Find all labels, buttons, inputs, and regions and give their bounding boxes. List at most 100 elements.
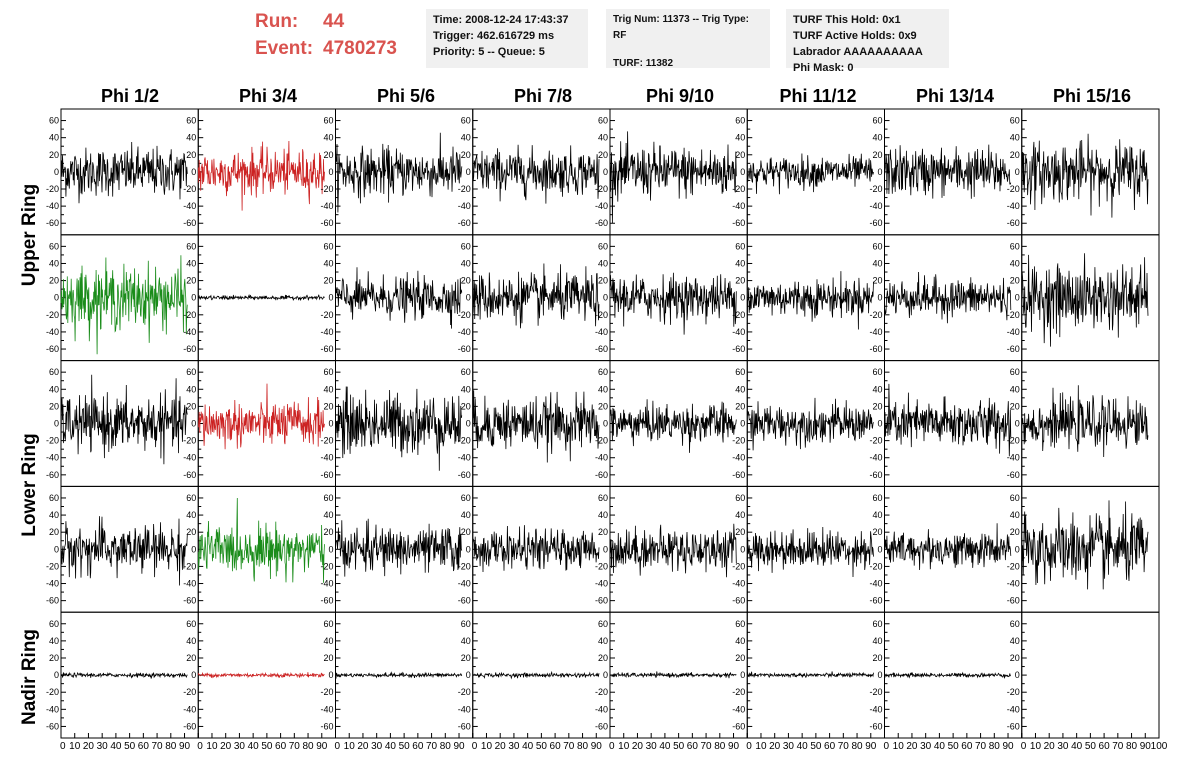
y-tick-label: 0 <box>191 293 196 303</box>
y-tick-label: -20 <box>869 310 882 320</box>
y-tick-label: -40 <box>183 704 196 714</box>
y-tick-label: -40 <box>458 579 471 589</box>
y-tick-label: -20 <box>183 561 196 571</box>
labrador-text: Labrador AAAAAAAAAA <box>793 46 923 58</box>
y-tick-label: -40 <box>869 453 882 463</box>
y-tick-label: 40 <box>323 133 333 143</box>
y-tick-label: 60 <box>872 619 882 629</box>
x-tick-label: 60 <box>138 741 150 752</box>
y-tick-label: -60 <box>46 344 59 354</box>
y-tick-label: -20 <box>458 561 471 571</box>
x-tick-label: 20 <box>220 741 232 752</box>
y-tick-label: -20 <box>320 184 333 194</box>
y-tick-label: 0 <box>54 167 59 177</box>
y-tick-label: -20 <box>1007 687 1020 697</box>
y-tick-label: 0 <box>603 167 608 177</box>
y-tick-label: -40 <box>320 327 333 337</box>
y-tick-label: -40 <box>869 704 882 714</box>
y-tick-label: 20 <box>735 527 745 537</box>
y-tick-label: -20 <box>732 687 745 697</box>
y-tick-label: -60 <box>732 344 745 354</box>
y-tick-label: -40 <box>183 579 196 589</box>
waveform-trace <box>609 399 737 453</box>
y-tick-label: -60 <box>46 218 59 228</box>
x-tick-label: 70 <box>289 741 301 752</box>
waveform-trace <box>197 671 325 679</box>
phi-header: Phi 1/2 <box>100 86 160 106</box>
y-tick-label: 40 <box>461 384 471 394</box>
y-tick-label: -40 <box>869 327 882 337</box>
y-tick-label: -40 <box>183 453 196 463</box>
y-tick-label: 20 <box>598 401 608 411</box>
x-tick-label: 70 <box>975 741 987 752</box>
y-tick-label: -20 <box>458 687 471 697</box>
y-tick-label: 40 <box>872 258 882 268</box>
turf-active-text: TURF Active Holds: 0x9 <box>793 30 917 42</box>
x-tick-label: 50 <box>124 741 136 752</box>
y-tick-label: -60 <box>46 596 59 606</box>
y-tick-label: -60 <box>869 470 882 480</box>
y-tick-label: 20 <box>323 527 333 537</box>
y-tick-label: -20 <box>320 436 333 446</box>
phi-header: Phi 13/14 <box>915 86 995 106</box>
y-tick-label: 40 <box>461 510 471 520</box>
waveform-trace <box>472 525 600 573</box>
x-tick-label: 20 <box>495 741 507 752</box>
trig-num-text: Trig Num: 11373 -- Trig Type: RF <box>613 14 749 41</box>
y-tick-label: -40 <box>1007 704 1020 714</box>
x-tick-label: 0 <box>335 741 341 752</box>
y-tick-label: -60 <box>1007 218 1020 228</box>
y-tick-label: 0 <box>54 670 59 680</box>
y-tick-label: 40 <box>598 133 608 143</box>
y-tick-label: 20 <box>735 401 745 411</box>
y-tick-label: -40 <box>46 327 59 337</box>
y-tick-label: -20 <box>183 436 196 446</box>
y-tick-label: 20 <box>872 527 882 537</box>
x-tick-label: 60 <box>961 741 973 752</box>
x-tick-label: 40 <box>522 741 534 752</box>
x-tick-label: 30 <box>920 741 932 752</box>
event-value: 4780273 <box>323 38 397 59</box>
x-tick-label: 10 <box>206 741 218 752</box>
y-tick-label: 60 <box>186 116 196 126</box>
y-tick-label: 60 <box>323 367 333 377</box>
x-tick-label: 80 <box>302 741 314 752</box>
y-tick-label: 0 <box>328 419 333 429</box>
y-tick-label: 60 <box>186 367 196 377</box>
x-tick-label: 60 <box>1099 741 1111 752</box>
y-tick-label: 20 <box>872 401 882 411</box>
y-tick-label: -40 <box>869 201 882 211</box>
x-tick-label: 10 <box>755 741 767 752</box>
x-tick-label: 0 <box>1021 741 1027 752</box>
x-tick-label: 70 <box>1112 741 1124 752</box>
y-tick-label: -60 <box>320 596 333 606</box>
y-tick-label: -60 <box>458 721 471 731</box>
waveform-trace <box>197 140 325 211</box>
time-text: Time: 2008-12-24 17:43:37 <box>433 14 569 26</box>
y-tick-label: 20 <box>735 276 745 286</box>
y-tick-label: -20 <box>869 561 882 571</box>
x-tick-label: 0 <box>60 741 66 752</box>
x-tick-label: 70 <box>701 741 713 752</box>
y-tick-label: -60 <box>1007 344 1020 354</box>
phi-header: Phi 5/6 <box>376 86 436 106</box>
x-tick-label: 40 <box>248 741 260 752</box>
y-tick-label: 0 <box>328 670 333 680</box>
x-tick-label: 0 <box>884 741 890 752</box>
x-tick-label: 30 <box>783 741 795 752</box>
x-tick-label: 40 <box>659 741 671 752</box>
y-tick-label: 60 <box>461 619 471 629</box>
x-tick-label: 80 <box>989 741 1001 752</box>
turf-text: TURF: 11382 <box>613 58 674 69</box>
x-tick-label: 20 <box>906 741 918 752</box>
y-tick-label: 0 <box>1015 293 1020 303</box>
waveform-trace <box>884 383 1012 457</box>
y-tick-label: -40 <box>320 704 333 714</box>
y-tick-label: -20 <box>732 436 745 446</box>
waveform-trace <box>472 390 600 463</box>
waveform-trace <box>746 397 874 451</box>
y-tick-label: -20 <box>46 561 59 571</box>
waveform-trace <box>335 267 463 329</box>
y-tick-label: -20 <box>595 184 608 194</box>
y-tick-label: -20 <box>183 687 196 697</box>
